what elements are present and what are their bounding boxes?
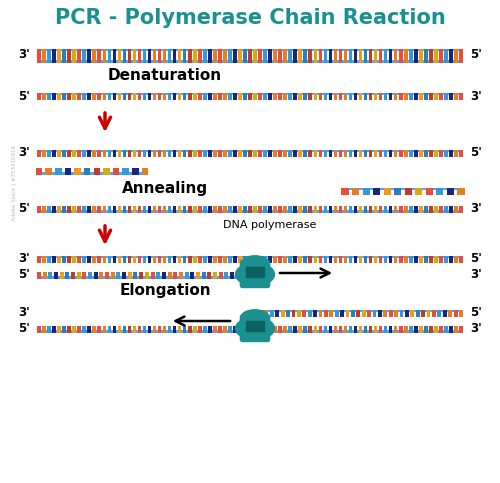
Text: 5': 5' (470, 253, 482, 266)
Text: 5': 5' (18, 89, 30, 102)
Text: 3': 3' (470, 89, 482, 102)
Ellipse shape (236, 317, 275, 340)
Text: 3': 3' (18, 253, 30, 266)
Text: 5': 5' (18, 269, 30, 282)
Text: 3': 3' (470, 323, 482, 336)
Ellipse shape (241, 256, 269, 271)
Text: 3': 3' (470, 202, 482, 215)
Text: PCR - Polymerase Chain Reaction: PCR - Polymerase Chain Reaction (54, 8, 446, 28)
Text: 3': 3' (18, 146, 30, 159)
Text: Denaturation: Denaturation (108, 68, 222, 83)
Text: 5': 5' (18, 202, 30, 215)
Text: 3': 3' (18, 307, 30, 319)
Text: 3': 3' (18, 48, 30, 61)
Text: 5': 5' (18, 323, 30, 336)
FancyBboxPatch shape (240, 315, 270, 341)
Text: Annealing: Annealing (122, 181, 208, 196)
FancyBboxPatch shape (246, 267, 264, 277)
FancyBboxPatch shape (246, 321, 264, 331)
Ellipse shape (241, 310, 269, 326)
Text: 5': 5' (470, 146, 482, 159)
Text: 5': 5' (470, 48, 482, 61)
Ellipse shape (236, 263, 275, 285)
Text: Adobe Stock | #353416916: Adobe Stock | #353416916 (11, 145, 17, 221)
Text: 5': 5' (470, 307, 482, 319)
Text: 3': 3' (470, 269, 482, 282)
Text: DNA polymerase: DNA polymerase (224, 220, 316, 230)
FancyBboxPatch shape (240, 261, 270, 287)
Text: Elongation: Elongation (119, 284, 211, 298)
